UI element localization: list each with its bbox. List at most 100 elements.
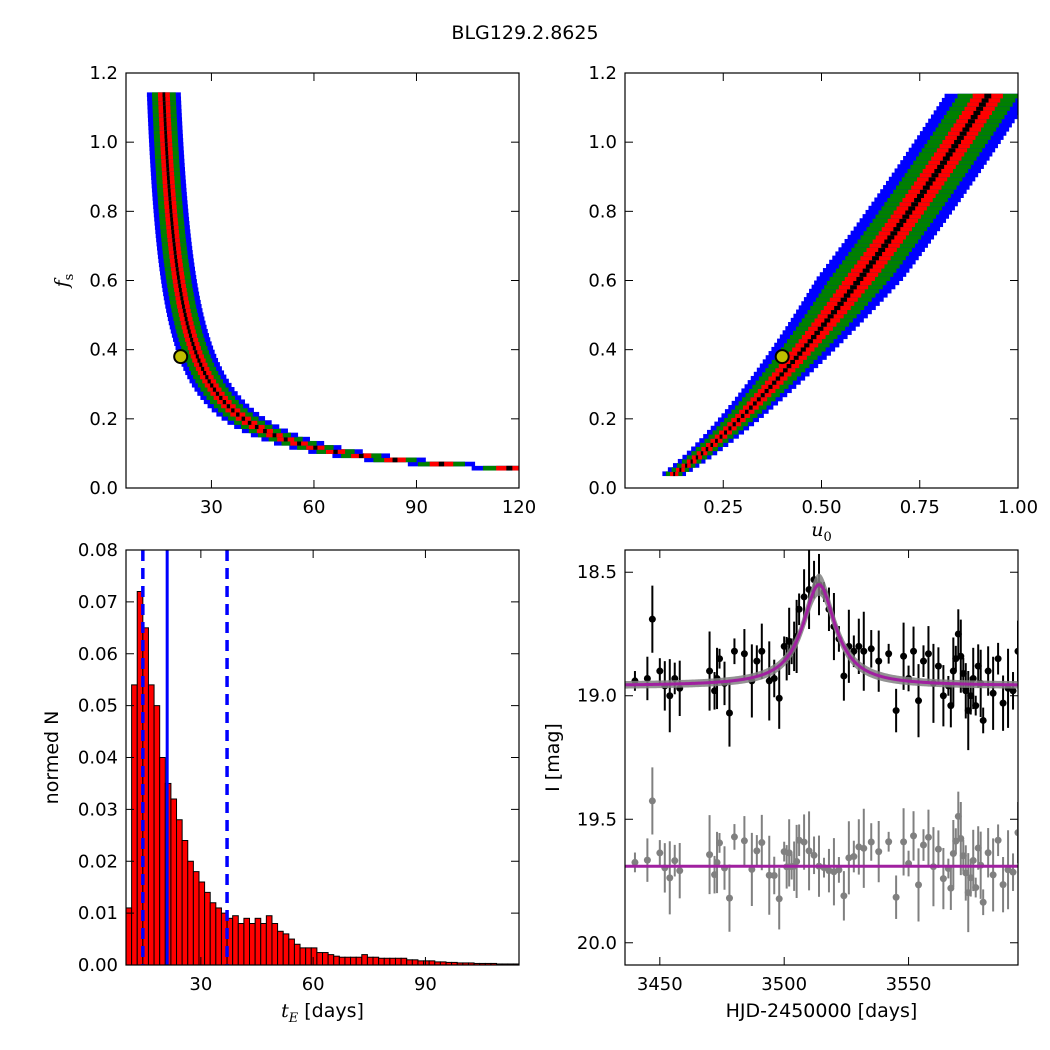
histogram-bar <box>327 954 335 966</box>
y-tick-label: 0.2 <box>89 409 118 430</box>
heatmap-cell <box>226 403 231 409</box>
heatmap-cell <box>197 357 201 363</box>
x-tick-label: 3550 <box>886 974 932 995</box>
histogram-bar <box>215 907 222 966</box>
y-tick-label: 0.8 <box>89 201 118 222</box>
residual-point <box>1009 868 1017 876</box>
heatmap-cell <box>856 276 864 281</box>
heatmap-cell <box>705 446 709 452</box>
x-tick-label: 0.75 <box>900 497 940 518</box>
heatmap-cell <box>814 330 820 335</box>
heatmap-cell <box>191 341 195 347</box>
heatmap-cell <box>807 338 813 344</box>
residual-point <box>740 837 748 845</box>
heatmap-cell <box>736 417 741 423</box>
data-point <box>740 650 748 658</box>
x-tick-label: 0.25 <box>703 497 743 518</box>
heatmap-cells <box>662 93 1018 477</box>
heatmap-cell <box>790 359 796 364</box>
heatmap-cell <box>843 292 851 298</box>
axes-frame <box>624 72 1019 489</box>
heatmap-cell <box>827 313 834 319</box>
heatmap-cell <box>172 237 176 243</box>
heatmap-cell <box>850 284 857 290</box>
residual-point <box>994 836 1002 844</box>
heatmap-cell <box>902 214 910 219</box>
heatmap-cell <box>236 411 240 417</box>
residual-point <box>885 838 893 846</box>
y-tick-label: 0.08 <box>78 540 118 561</box>
y-tick-label: 0.06 <box>78 644 118 665</box>
data-point <box>840 672 848 680</box>
residual-point <box>800 838 808 846</box>
histogram-bar <box>355 956 363 966</box>
heatmap-cell <box>695 454 699 460</box>
residual-point <box>835 866 843 874</box>
heatmap-cell <box>745 409 749 414</box>
heatmap-cell <box>183 312 187 317</box>
best-fit-marker <box>173 349 189 365</box>
histogram-bar <box>383 957 391 966</box>
heatmap-cell <box>914 197 922 203</box>
histogram-bar <box>237 923 245 966</box>
heatmap-cell <box>207 378 211 384</box>
heatmap-cell <box>837 301 844 306</box>
data-point <box>730 647 738 655</box>
heatmap-cell <box>925 180 933 186</box>
heatmap-cell <box>177 279 181 284</box>
heatmap-cell <box>931 172 939 178</box>
heatmap-cell <box>506 465 513 471</box>
heatmap-cell <box>954 139 962 145</box>
heatmap-cell <box>168 200 172 205</box>
heatmap-cell <box>192 345 196 351</box>
heatmap-cell <box>772 380 777 385</box>
best-fit-marker <box>774 349 790 365</box>
heatmap-cell <box>884 239 892 244</box>
data-point <box>753 657 761 665</box>
data-point <box>656 667 664 675</box>
histogram-bar <box>288 938 295 966</box>
heatmap-cell <box>164 125 167 131</box>
y-tick-label: 19.0 <box>577 686 617 707</box>
residual-point <box>979 898 987 906</box>
y-tick-label: 0.4 <box>588 340 617 361</box>
y-tick-label: 0.02 <box>78 851 118 872</box>
heatmap-cell <box>184 316 188 322</box>
heatmap-cell <box>171 225 174 230</box>
heatmap-cell <box>768 384 773 389</box>
residual-point <box>666 874 674 882</box>
heatmap-cell <box>740 413 745 418</box>
histogram-bar <box>423 960 430 966</box>
data-point <box>860 647 868 655</box>
data-point <box>867 645 875 653</box>
heatmap-cell <box>679 467 682 472</box>
heatmap-cell <box>945 151 953 157</box>
heatmap-cell <box>783 367 788 373</box>
heatmap-cell <box>700 450 704 456</box>
histogram-bar <box>153 705 161 966</box>
heatmap-cell <box>728 425 732 431</box>
heatmap-cell <box>905 209 913 215</box>
histogram-bar <box>249 923 256 966</box>
data-point <box>989 689 997 697</box>
y-tick-label: 1.0 <box>89 132 118 153</box>
data-point <box>758 647 766 655</box>
heatmap-cell <box>896 222 904 228</box>
heatmap-cell <box>163 104 166 110</box>
heatmap-cell <box>908 205 916 211</box>
x-tick-label: 120 <box>502 497 536 518</box>
histogram-bar <box>243 917 251 966</box>
residual-point <box>765 871 773 879</box>
residual-point <box>915 881 923 889</box>
heatmap-cell <box>247 420 252 425</box>
y-tick-label: 0.07 <box>78 592 118 613</box>
heatmap-cell <box>169 204 172 210</box>
heatmap-cell <box>887 234 895 240</box>
histogram-bar <box>271 923 279 966</box>
model-band <box>625 573 1018 689</box>
heatmap-cell <box>922 185 930 190</box>
heatmap-cell <box>872 255 879 261</box>
heatmap-cell <box>834 305 841 311</box>
y-tick-label: 0.04 <box>78 748 118 769</box>
heatmap-cell <box>962 126 970 132</box>
